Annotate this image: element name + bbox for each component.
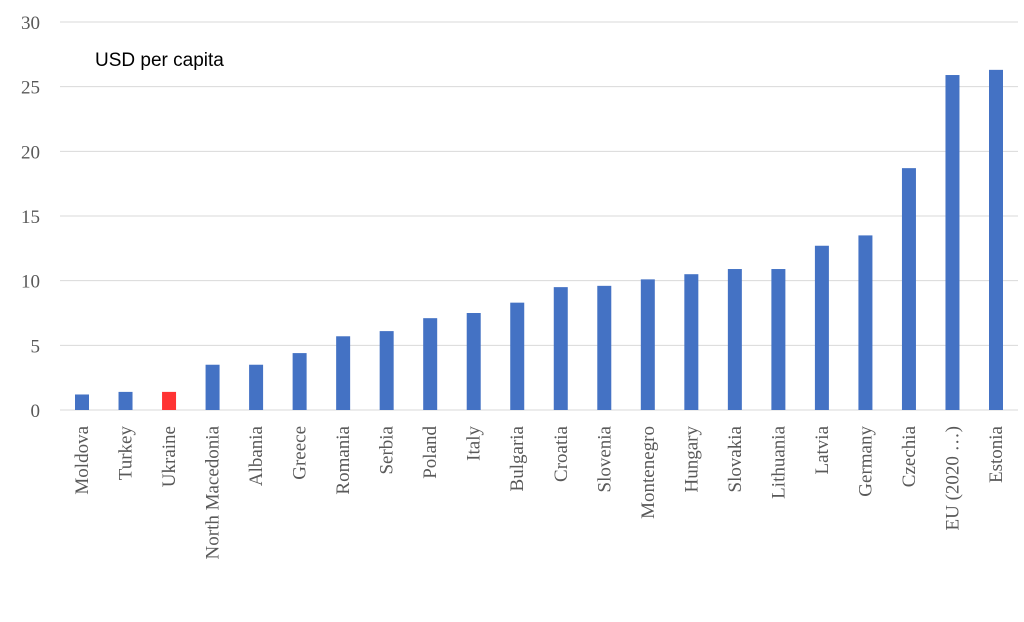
y-tick-label: 5 xyxy=(31,336,41,357)
bar xyxy=(901,168,916,410)
x-tick-label: North Macedonia xyxy=(203,425,224,559)
x-tick-label: Slovenia xyxy=(594,425,615,492)
bar xyxy=(553,287,568,410)
x-tick-label: Moldova xyxy=(72,425,93,494)
bar xyxy=(510,302,525,410)
bar xyxy=(75,394,89,410)
x-tick-label: Bulgaria xyxy=(507,425,528,491)
x-axis-labels: Moldova Turkey Ukraine North Macedonia Alban… xyxy=(72,425,1007,559)
y-axis-ticks: 0 5 10 15 20 25 30 xyxy=(21,13,40,422)
x-tick-label: Greece xyxy=(290,426,311,480)
bars xyxy=(75,69,1003,410)
bar xyxy=(989,69,1003,410)
gridlines xyxy=(60,21,1018,411)
x-tick-label: Croatia xyxy=(551,425,572,481)
y-tick-label: 10 xyxy=(21,272,40,293)
x-tick-label: EU (2020 …) xyxy=(942,426,963,530)
y-tick-label: 0 xyxy=(31,401,41,422)
bar xyxy=(423,318,438,410)
y-tick-label: 30 xyxy=(21,13,40,34)
bar xyxy=(945,75,960,410)
bar xyxy=(205,364,220,410)
x-tick-label: Slovakia xyxy=(725,425,746,492)
y-axis-unit-label: USD per capita xyxy=(95,50,224,71)
bar xyxy=(771,269,786,410)
x-tick-label: Turkey xyxy=(116,426,137,481)
x-tick-label: Latvia xyxy=(812,425,833,474)
x-tick-label: Lithuania xyxy=(768,425,789,498)
bar xyxy=(336,336,351,410)
x-tick-label: Germany xyxy=(855,426,876,497)
x-tick-label: Serbia xyxy=(377,425,398,474)
bar xyxy=(249,364,264,410)
bar xyxy=(292,353,307,410)
x-tick-label: Estonia xyxy=(986,425,1007,483)
bar xyxy=(597,285,612,410)
bar xyxy=(379,331,394,410)
bar xyxy=(640,279,655,410)
bar xyxy=(466,313,481,410)
x-tick-label: Poland xyxy=(420,426,441,479)
bar xyxy=(858,235,873,410)
x-tick-label: Montenegro xyxy=(638,426,659,519)
bar xyxy=(727,269,742,410)
y-tick-label: 25 xyxy=(21,78,40,99)
x-tick-label: Romania xyxy=(333,425,354,494)
x-tick-label: Czechia xyxy=(899,425,920,487)
x-tick-label: Albania xyxy=(246,425,267,486)
x-tick-label: Ukraine xyxy=(159,426,180,487)
bar xyxy=(118,391,133,410)
bar xyxy=(162,391,177,410)
bar xyxy=(684,274,699,410)
x-tick-label: Hungary xyxy=(681,426,702,493)
bar xyxy=(814,245,829,410)
x-tick-label: Italy xyxy=(464,426,485,461)
y-tick-label: 15 xyxy=(21,207,40,228)
y-tick-label: 20 xyxy=(21,142,40,163)
